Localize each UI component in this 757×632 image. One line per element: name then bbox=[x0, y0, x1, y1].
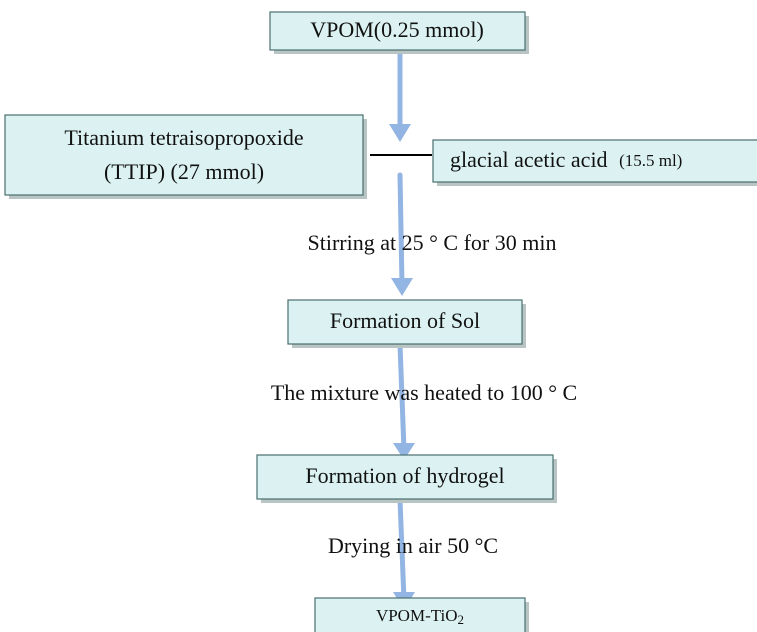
arrow bbox=[397, 172, 405, 288]
node: glacial acetic acid (15.5 ml) bbox=[432, 139, 757, 186]
box bbox=[4, 114, 364, 196]
arrow bbox=[397, 342, 407, 453]
node-label: Formation of Sol bbox=[330, 308, 480, 333]
node: Formation of hydrogel bbox=[256, 454, 557, 503]
arrows bbox=[389, 47, 415, 610]
node-label: glacial acetic acid (15.5 ml) bbox=[450, 147, 682, 172]
box bbox=[287, 299, 523, 345]
arrow-head bbox=[389, 124, 411, 142]
arrow-head bbox=[391, 278, 413, 296]
node: VPOM(0.25 mmol) bbox=[269, 11, 529, 54]
step-label: The mixture was heated to 100 ° C bbox=[271, 380, 577, 405]
node-label: (TTIP) (27 mmol) bbox=[104, 159, 264, 184]
arrow-head bbox=[393, 443, 415, 460]
step-label: Drying in air 50 °C bbox=[328, 533, 498, 558]
arrow bbox=[397, 497, 407, 603]
node-label-text: VPOM-TiO bbox=[376, 606, 458, 625]
node-label-text: glacial acetic acid bbox=[450, 147, 608, 172]
box bbox=[432, 139, 757, 183]
node-note: (15.5 ml) bbox=[619, 151, 682, 170]
node: VPOM-TiO2 bbox=[314, 597, 529, 632]
box bbox=[314, 597, 526, 632]
node-subscript: 2 bbox=[458, 612, 465, 627]
node-label: Titanium tetraisopropoxide bbox=[64, 125, 303, 150]
node-label: VPOM(0.25 mmol) bbox=[310, 17, 484, 42]
node-label: Formation of hydrogel bbox=[305, 463, 504, 488]
box bbox=[256, 454, 554, 500]
node-label: VPOM-TiO2 bbox=[376, 606, 464, 627]
box bbox=[269, 11, 526, 51]
node: Titanium tetraisopropoxide (TTIP) (27 mm… bbox=[4, 114, 367, 199]
node: Formation of Sol bbox=[287, 299, 526, 348]
step-label: Stirring at 25 ° C for 30 min bbox=[308, 230, 557, 255]
